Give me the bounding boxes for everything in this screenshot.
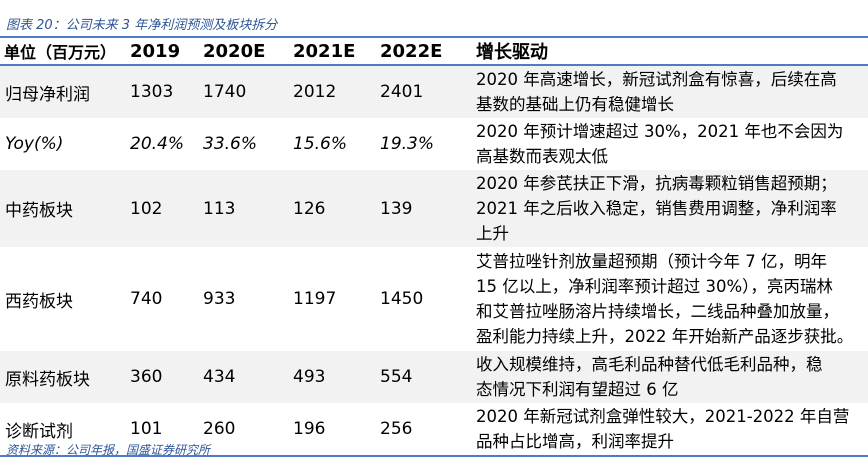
header-2021e: 2021E: [293, 40, 356, 62]
cell-value: 256: [380, 419, 413, 439]
row-label: Yoy(%): [5, 134, 64, 154]
cell-value: 101: [130, 419, 163, 439]
cell-value: 2401: [380, 82, 424, 102]
growth-driver-cell: 2020 年预计增速超过 30%，2021 年也不会因为 高基数而表观太低: [470, 118, 868, 170]
cell-value: 15.6%: [293, 134, 348, 154]
driver-line: 上升: [476, 224, 509, 243]
cell-value: 933: [203, 289, 236, 309]
driver-line: 2020 年预计增速超过 30%，2021 年也不会因为: [476, 122, 844, 141]
driver-line: 2020 年高速增长，新冠试剂盒有惊喜，后续在高: [476, 70, 837, 89]
cell-value: 740: [130, 289, 163, 309]
table-row: 中药板块 102 113 126 139 2020 年参芪扶正下滑，抗病毒颗粒销售超预期；…: [0, 170, 868, 247]
cell-value: 33.6%: [203, 134, 258, 154]
growth-driver-cell: 艾普拉唑针剂放量超预期（预计今年 7 亿，明年 15 亿以上，净利润率预计超过 3…: [470, 247, 868, 351]
header-2020e: 2020E: [203, 40, 266, 62]
growth-driver-cell: 2020 年高速增长，新冠试剂盒有惊喜，后续在高 基数的基础上仍有稳健增长: [470, 65, 868, 118]
cell-value: 1450: [380, 289, 424, 309]
row-label: 原料药板块: [5, 369, 90, 390]
driver-line: 2021 年之后收入稳定，销售费用调整，净利润率: [476, 199, 837, 218]
driver-line: 艾普拉唑针剂放量超预期（预计今年 7 亿，明年: [476, 252, 827, 271]
header-unit: 单位（百万元）: [4, 43, 117, 62]
table-row: 西药板块 740 933 1197 1450 艾普拉唑针剂放量超预期（预计今年 7 亿，明…: [0, 247, 868, 351]
driver-line: 态情况下利润有望超过 6 亿: [476, 380, 679, 399]
cell-value: 196: [293, 419, 326, 439]
table-row: Yoy(%) 20.4% 33.6% 15.6% 19.3% 2020 年预计增速超过 3…: [0, 118, 868, 170]
header-growth-driver: 增长驱动: [476, 42, 548, 63]
row-label: 归母净利润: [5, 84, 90, 105]
cell-value: 360: [130, 367, 163, 387]
cell-value: 1197: [293, 289, 337, 309]
cell-value: 126: [293, 198, 326, 219]
row-label: 西药板块: [5, 291, 73, 312]
row-label: 中药板块: [5, 201, 73, 221]
profit-forecast-table: 单位（百万元） 2019 2020E 2021E 2022E 增长驱动 归母净利…: [0, 36, 868, 457]
cell-value: 1303: [130, 82, 174, 102]
growth-driver-cell: 收入规模维持，高毛利品种替代低毛利品种，稳 态情况下利润有望超过 6 亿: [470, 351, 868, 403]
driver-line: 基数的基础上仍有稳健增长: [476, 95, 674, 114]
cell-value: 554: [380, 367, 413, 387]
driver-line: 15 亿以上，净利润率预计超过 30%），亮丙瑞林: [476, 277, 833, 296]
cell-value: 113: [203, 198, 236, 219]
table-row: 诊断试剂 101 260 196 256 2020 年新冠试剂盒弹性较大，2021-202…: [0, 403, 868, 456]
cell-value: 493: [293, 367, 326, 387]
cell-value: 1740: [203, 82, 247, 102]
header-2022e: 2022E: [380, 40, 443, 62]
driver-line: 收入规模维持，高毛利品种替代低毛利品种，稳: [476, 355, 823, 374]
driver-line: 2020 年参芪扶正下滑，抗病毒颗粒销售超预期；: [476, 174, 837, 193]
header-row: 单位（百万元） 2019 2020E 2021E 2022E 增长驱动: [0, 37, 868, 65]
figure-caption: 图表 20：公司未来 3 年净利润预测及板块拆分: [6, 18, 278, 33]
header-2019: 2019: [130, 40, 181, 62]
cell-value: 20.4%: [130, 134, 185, 154]
driver-line: 高基数而表观太低: [476, 147, 608, 166]
cell-value: 19.3%: [380, 134, 435, 154]
row-label: 诊断试剂: [5, 421, 73, 442]
cell-value: 139: [380, 198, 413, 219]
source-note: 资料来源：公司年报，国盛证券研究所: [6, 443, 211, 457]
driver-line: 2020 年新冠试剂盒弹性较大，2021-2022 年自营: [476, 407, 850, 426]
cell-value: 434: [203, 367, 236, 387]
table-row: 原料药板块 360 434 493 554 收入规模维持，高毛利品种替代低毛利品种，稳 态情…: [0, 351, 868, 403]
driver-line: 盈利能力持续上升，2022 年开始新产品逐步获批。: [476, 327, 854, 346]
cell-value: 260: [203, 419, 236, 439]
driver-line: 和艾普拉唑肠溶片持续增长，二线品种叠加放量，: [476, 302, 839, 321]
cell-value: 102: [130, 198, 163, 219]
growth-driver-cell: 2020 年新冠试剂盒弹性较大，2021-2022 年自营 品种占比增高，利润率提…: [470, 403, 868, 456]
cell-value: 2012: [293, 82, 337, 102]
driver-line: 品种占比增高，利润率提升: [476, 432, 674, 451]
growth-driver-cell: 2020 年参芪扶正下滑，抗病毒颗粒销售超预期； 2021 年之后收入稳定，销售费…: [470, 170, 868, 247]
table-row: 归母净利润 1303 1740 2012 2401 2020 年高速增长，新冠试剂盒有惊喜…: [0, 65, 868, 118]
